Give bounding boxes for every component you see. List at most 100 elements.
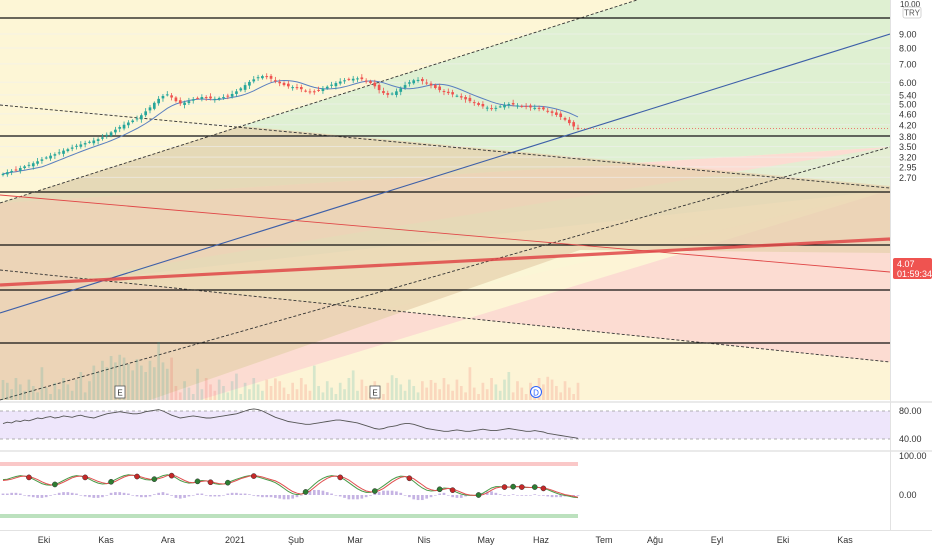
time-axis-label: Ara	[161, 535, 175, 545]
candle	[312, 89, 316, 95]
time-axis[interactable]: Eki Kas Ara 2021 Şub Mar Nis May Haz Tem Ağu Eyl Eki…	[38, 535, 854, 545]
candle	[382, 87, 385, 96]
currency-badge[interactable]	[902, 6, 922, 19]
candle	[425, 79, 429, 86]
candle	[455, 94, 459, 98]
candle	[356, 76, 359, 83]
candle	[555, 109, 558, 117]
thick-red-trend-line[interactable]	[0, 237, 890, 287]
candle	[79, 141, 83, 149]
candle	[334, 81, 338, 90]
candle	[53, 152, 57, 160]
dividend-marker[interactable]: D	[530, 386, 542, 398]
candle	[490, 104, 493, 111]
red-trend-line[interactable]	[0, 194, 890, 273]
candle	[23, 165, 26, 170]
candle	[148, 105, 152, 114]
candle	[421, 77, 424, 85]
last-price-tag	[893, 258, 932, 279]
channel-boundary-line[interactable]	[0, 0, 638, 204]
channel-boundary-line[interactable]	[0, 146, 890, 401]
stochastic-pane[interactable]	[0, 462, 580, 518]
candle	[183, 100, 186, 109]
candle	[451, 89, 454, 98]
candle	[347, 77, 351, 81]
candle	[542, 105, 545, 111]
candle	[165, 91, 169, 97]
horizontal-levels[interactable]	[0, 17, 890, 344]
candle	[243, 82, 247, 93]
price-tick-label: 4.60	[899, 109, 917, 119]
price-tick-label: 7.00	[899, 59, 917, 69]
earnings-marker[interactable]: E	[114, 385, 126, 399]
candle	[170, 92, 173, 101]
candle	[230, 90, 234, 99]
candle	[351, 75, 355, 83]
candle	[226, 93, 230, 100]
time-axis-label: Ağu	[647, 535, 663, 545]
candle	[286, 80, 290, 89]
candle	[49, 152, 52, 161]
rsi-band	[0, 411, 890, 439]
candle	[140, 113, 143, 123]
price-axis[interactable]: 10.00 TRY 9.008.007.006.005.405.004.604.…	[893, 0, 932, 279]
price-tick-label: 9.00	[899, 30, 917, 40]
candle	[101, 134, 104, 141]
candle	[438, 83, 441, 93]
candle	[213, 96, 217, 103]
candle	[31, 161, 35, 170]
candle	[135, 115, 139, 122]
candle	[75, 143, 78, 150]
candle	[62, 148, 65, 157]
time-axis-label: May	[477, 535, 495, 545]
price-tick-label: 8.00	[899, 44, 917, 54]
candle	[209, 93, 212, 101]
candle	[269, 74, 273, 83]
candle	[529, 103, 532, 111]
candle	[317, 86, 320, 92]
candle	[459, 93, 463, 100]
candle	[464, 95, 467, 103]
candle	[5, 169, 9, 177]
candle	[520, 104, 524, 108]
candle	[537, 105, 541, 112]
price-tick-label: 3.50	[899, 142, 917, 152]
rsi-tick-label: 80.00	[899, 406, 922, 416]
candle	[144, 108, 148, 118]
candle	[204, 95, 208, 101]
svg-text:D: D	[533, 389, 539, 398]
candle	[105, 132, 109, 139]
channel-boundary-lines[interactable]	[0, 0, 890, 401]
time-axis-label: Eki	[777, 535, 790, 545]
candle	[416, 77, 420, 83]
earnings-marker[interactable]: E	[369, 385, 381, 399]
candle	[550, 109, 554, 117]
rsi-pane[interactable]	[0, 408, 890, 440]
candle	[321, 86, 325, 94]
candle	[88, 140, 91, 144]
candle	[295, 83, 299, 90]
candle	[256, 74, 260, 81]
time-axis-label: Eki	[38, 535, 51, 545]
blue-trend-line[interactable]	[0, 33, 890, 314]
candle	[429, 81, 433, 89]
candle	[200, 94, 204, 102]
candle	[66, 147, 70, 153]
svg-text:E: E	[117, 389, 122, 398]
candle	[373, 79, 377, 89]
candle	[330, 81, 333, 89]
time-axis-label: Eyl	[711, 535, 724, 545]
candle	[403, 81, 407, 90]
candle	[122, 121, 126, 131]
currency-label: TRY	[904, 9, 921, 18]
candle	[481, 101, 485, 109]
channel-boundary-line[interactable]	[0, 269, 890, 363]
channel-boundary-line[interactable]	[0, 104, 890, 189]
candle	[70, 144, 74, 152]
time-axis-label: Mar	[347, 535, 363, 545]
candle	[196, 96, 199, 100]
candle	[308, 88, 312, 95]
candle	[446, 88, 450, 96]
